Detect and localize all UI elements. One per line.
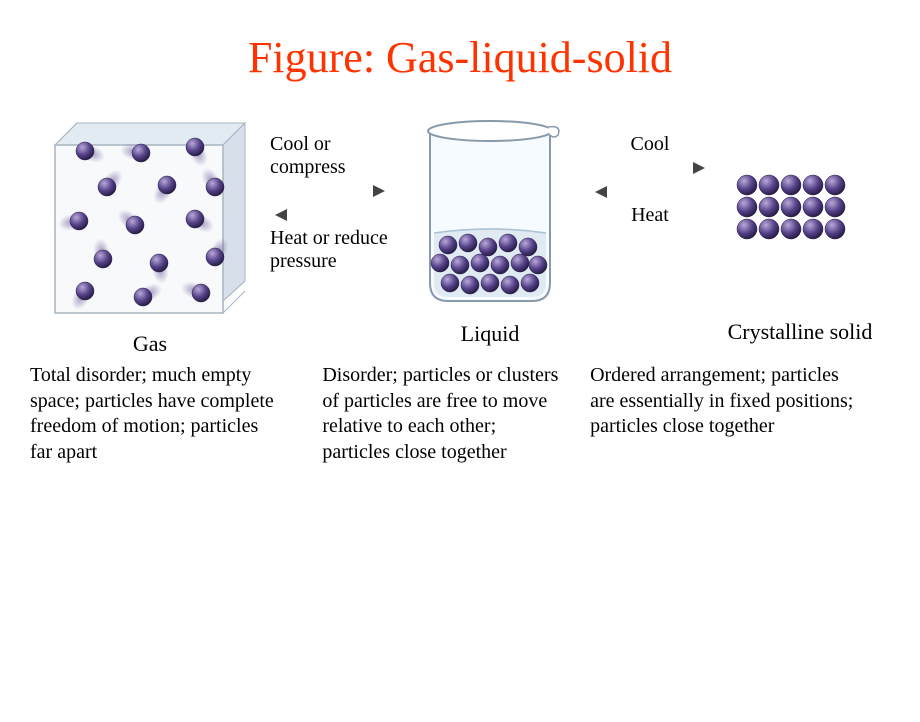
label-heat: Heat [590, 204, 710, 227]
figure-title: Figure: Gas-liquid-solid [0, 32, 920, 83]
arrow-right-icon [595, 160, 705, 176]
arrow-left-icon [595, 184, 705, 200]
liquid-panel: Liquid [390, 113, 590, 347]
gas-label: Gas [133, 331, 167, 357]
label-cool-compress: Cool or compress [270, 133, 390, 179]
gas-description: Total disorder; much empty space; partic… [30, 363, 302, 465]
arrow-left-icon [275, 207, 385, 223]
solid-description: Ordered arrangement; particles are essen… [590, 363, 890, 465]
arrows-gas-liquid: Cool or compress Heat or reduce pressure [270, 113, 390, 273]
descriptions-row: Total disorder; much empty space; partic… [0, 357, 920, 465]
gas-illustration [45, 113, 255, 323]
arrows-liquid-solid: Cool Heat [590, 113, 710, 227]
solid-illustration [735, 173, 865, 253]
solid-panel: Crystalline solid [710, 113, 890, 345]
label-heat-reduce: Heat or reduce pressure [270, 227, 390, 273]
gas-panel: Gas [30, 113, 270, 357]
liquid-label: Liquid [461, 321, 520, 347]
solid-label: Crystalline solid [728, 319, 873, 345]
arrow-right-icon [275, 183, 385, 199]
liquid-illustration [410, 113, 570, 313]
liquid-description: Disorder; particles or clusters of parti… [322, 363, 590, 465]
states-row: Gas Cool or compress Heat or reduce pres… [0, 113, 920, 357]
label-cool: Cool [590, 133, 710, 156]
